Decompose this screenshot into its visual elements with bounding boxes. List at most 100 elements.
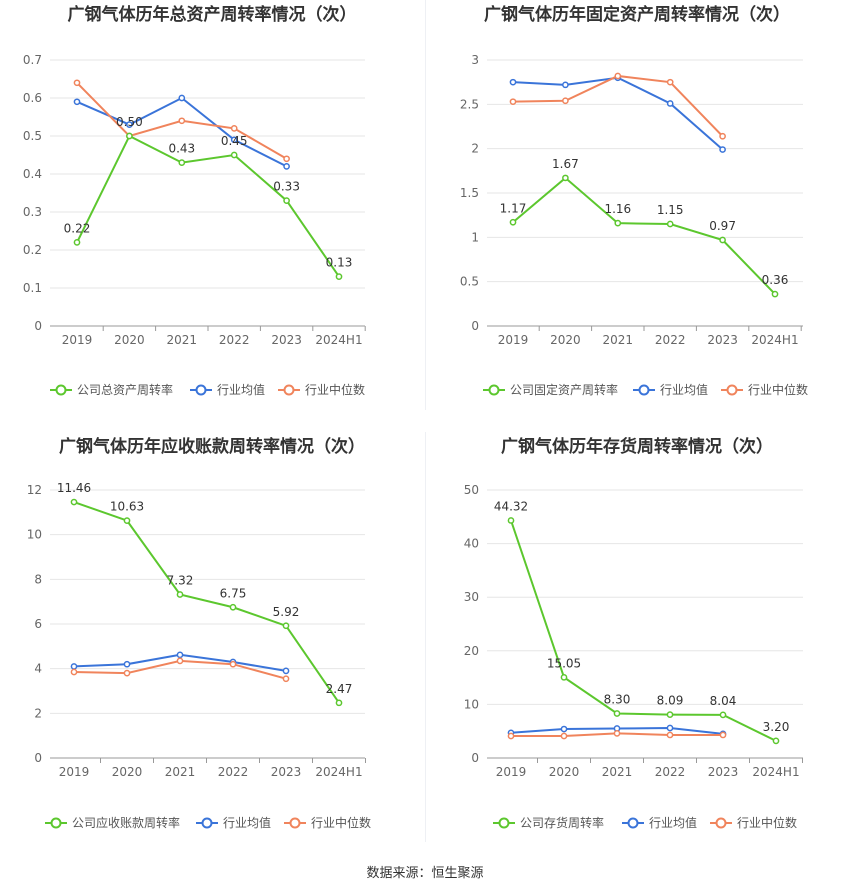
legend-item[interactable]: 行业均值 xyxy=(622,815,697,830)
data-point[interactable] xyxy=(772,737,780,745)
data-point[interactable] xyxy=(335,699,343,707)
data-label: 3.20 xyxy=(763,720,790,734)
legend-item[interactable]: 行业均值 xyxy=(633,382,708,397)
legend-label: 行业均值 xyxy=(223,815,271,830)
data-point[interactable] xyxy=(613,710,621,717)
data-point[interactable] xyxy=(614,72,622,80)
data-point[interactable] xyxy=(562,97,569,105)
data-label: 0.97 xyxy=(709,219,736,233)
data-point[interactable] xyxy=(176,651,184,659)
data-point[interactable] xyxy=(123,669,131,677)
x-tick-label: 2024H1 xyxy=(751,333,798,347)
legend-label: 公司存货周转率 xyxy=(520,815,604,830)
y-tick-label: 2.5 xyxy=(460,97,479,111)
data-point[interactable] xyxy=(126,132,133,140)
data-point[interactable] xyxy=(613,729,621,737)
chart-title: 广钢气体历年固定资产周转率情况（次） xyxy=(484,4,790,25)
chart-inventory-turnover: 广钢气体历年存货周转率情况（次） 0 10 20 30 40 50 2019 2020 2021 2… xyxy=(425,432,850,864)
data-point[interactable] xyxy=(283,155,290,163)
data-point[interactable] xyxy=(70,668,78,676)
data-point[interactable] xyxy=(282,667,290,675)
legend-item[interactable]: 公司应收账款周转率 xyxy=(45,815,180,830)
data-point[interactable] xyxy=(560,725,568,733)
series-line xyxy=(76,96,288,168)
legend-item[interactable]: 行业均值 xyxy=(196,815,271,830)
data-point[interactable] xyxy=(283,197,290,204)
x-tick-label: 2023 xyxy=(708,765,739,779)
legend-marker xyxy=(498,817,510,829)
legend-marker xyxy=(201,817,213,829)
legend-item[interactable]: 行业中位数 xyxy=(721,382,808,397)
data-point[interactable] xyxy=(666,100,674,107)
data-point[interactable] xyxy=(176,657,184,665)
data-point[interactable] xyxy=(614,219,622,227)
legend-item[interactable]: 公司固定资产周转率 xyxy=(483,382,618,397)
data-point[interactable] xyxy=(178,159,186,166)
data-point[interactable] xyxy=(719,146,726,153)
legend-item[interactable]: 行业中位数 xyxy=(710,815,797,830)
data-point[interactable] xyxy=(70,498,78,506)
x-tick-label: 2022 xyxy=(655,333,686,347)
x-tick-label: 2021 xyxy=(602,765,633,779)
data-point[interactable] xyxy=(719,711,727,719)
data-point[interactable] xyxy=(282,622,290,630)
y-tick-label: 10 xyxy=(27,528,42,542)
legend-marker xyxy=(638,384,650,396)
data-point[interactable] xyxy=(229,660,237,668)
data-label: 2.47 xyxy=(326,682,353,696)
data-point[interactable] xyxy=(230,151,238,159)
data-point[interactable] xyxy=(507,517,515,524)
data-point[interactable] xyxy=(507,732,515,740)
data-point[interactable] xyxy=(73,98,81,106)
data-point[interactable] xyxy=(126,121,133,128)
data-point[interactable] xyxy=(719,236,726,244)
data-point[interactable] xyxy=(123,517,131,524)
legend-item[interactable]: 公司总资产周转率 xyxy=(50,382,173,397)
y-tick-label: 0.2 xyxy=(23,243,42,257)
legend-item[interactable]: 行业均值 xyxy=(190,382,265,397)
legend-item[interactable]: 公司存货周转率 xyxy=(493,815,604,830)
data-label: 15.05 xyxy=(547,656,581,670)
data-point[interactable] xyxy=(73,79,81,87)
data-point[interactable] xyxy=(229,603,237,611)
data-point[interactable] xyxy=(560,732,568,740)
data-point[interactable] xyxy=(282,675,290,683)
data-point[interactable] xyxy=(771,290,779,298)
legend-item[interactable]: 行业中位数 xyxy=(284,815,371,830)
y-tick-label: 0 xyxy=(471,319,479,333)
data-point[interactable] xyxy=(666,731,674,739)
data-point[interactable] xyxy=(283,163,290,170)
data-point[interactable] xyxy=(509,98,517,106)
data-point[interactable] xyxy=(562,174,569,182)
series-line xyxy=(512,76,724,151)
data-point[interactable] xyxy=(178,94,186,102)
data-point[interactable] xyxy=(666,78,674,86)
data-point[interactable] xyxy=(230,125,238,132)
data-point[interactable] xyxy=(178,117,186,125)
data-point[interactable] xyxy=(176,591,184,598)
data-point[interactable] xyxy=(123,660,131,668)
legend-label: 行业均值 xyxy=(660,382,708,397)
data-point[interactable] xyxy=(666,711,674,718)
data-point[interactable] xyxy=(560,673,568,681)
data-point[interactable] xyxy=(719,731,727,739)
data-point[interactable] xyxy=(719,132,726,140)
data-point[interactable] xyxy=(666,724,674,732)
data-label: 0.33 xyxy=(273,180,300,194)
legend-label: 公司应收账款周转率 xyxy=(72,815,180,830)
data-point[interactable] xyxy=(70,663,78,670)
data-point[interactable] xyxy=(666,220,674,228)
data-label: 1.17 xyxy=(500,201,527,215)
legend-label: 行业均值 xyxy=(217,382,265,397)
data-point[interactable] xyxy=(335,273,343,280)
data-point[interactable] xyxy=(509,218,517,226)
data-point[interactable] xyxy=(73,239,81,246)
data-label: 1.15 xyxy=(657,203,684,217)
legend-label: 行业中位数 xyxy=(737,815,797,830)
x-tick-label: 2021 xyxy=(603,333,634,347)
data-label: 8.09 xyxy=(657,694,684,708)
data-point[interactable] xyxy=(230,136,238,144)
data-point[interactable] xyxy=(509,78,517,86)
data-point[interactable] xyxy=(562,81,569,89)
legend-item[interactable]: 行业中位数 xyxy=(278,382,365,397)
